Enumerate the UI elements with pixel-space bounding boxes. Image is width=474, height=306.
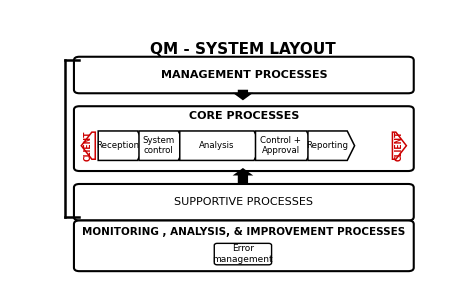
Polygon shape [82, 132, 95, 159]
Text: CLIENT: CLIENT [84, 130, 93, 161]
Text: CORE PROCESSES: CORE PROCESSES [189, 111, 299, 121]
FancyBboxPatch shape [74, 184, 414, 221]
FancyBboxPatch shape [74, 221, 414, 271]
Polygon shape [180, 131, 261, 160]
Text: MANAGEMENT PROCESSES: MANAGEMENT PROCESSES [161, 70, 327, 80]
Text: Reporting: Reporting [307, 141, 348, 150]
Text: System
control: System control [143, 136, 175, 155]
Polygon shape [233, 90, 253, 100]
Text: SUPPORTIVE PROCESSES: SUPPORTIVE PROCESSES [174, 197, 313, 207]
FancyBboxPatch shape [74, 57, 414, 93]
Polygon shape [139, 131, 186, 160]
Text: Analysis: Analysis [199, 141, 235, 150]
Text: CLIENT: CLIENT [395, 130, 404, 161]
Text: Reception: Reception [96, 141, 139, 150]
Text: Control +
Approval: Control + Approval [261, 136, 301, 155]
Polygon shape [308, 131, 355, 160]
FancyBboxPatch shape [74, 106, 414, 171]
Text: Error
management: Error management [213, 244, 273, 264]
Polygon shape [98, 131, 145, 160]
Polygon shape [255, 131, 314, 160]
Text: QM - SYSTEM LAYOUT: QM - SYSTEM LAYOUT [150, 42, 336, 57]
Polygon shape [233, 168, 253, 188]
Polygon shape [392, 132, 406, 159]
Text: MONITORING , ANALYSIS, & IMPROVEMENT PROCESSES: MONITORING , ANALYSIS, & IMPROVEMENT PRO… [82, 227, 405, 237]
FancyBboxPatch shape [214, 243, 272, 265]
